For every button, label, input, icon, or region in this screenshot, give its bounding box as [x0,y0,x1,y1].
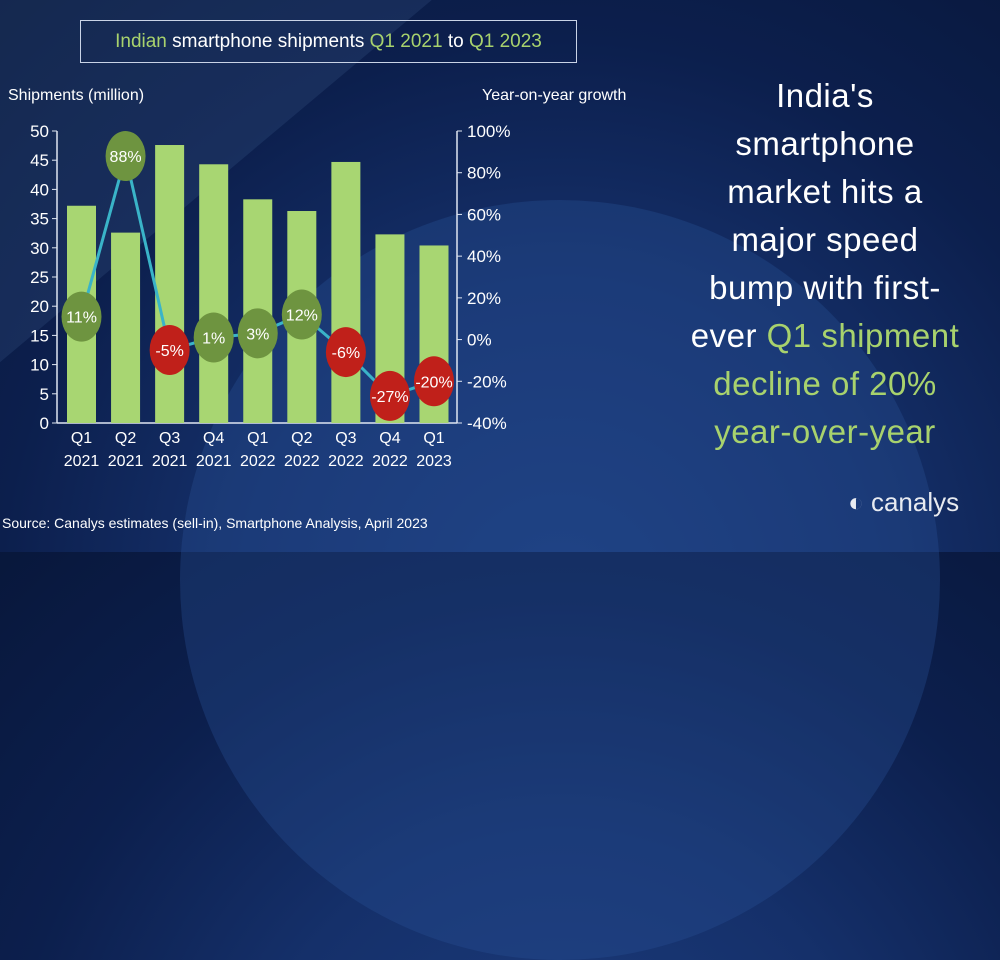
y-tick-label: 25 [30,268,49,287]
logo-icon: ◐ [848,487,864,517]
y-tick-label: 35 [30,210,49,229]
title-part: Indian [115,30,167,52]
x-tick-label: 2021 [152,453,188,470]
y-tick-label: 20 [30,297,49,316]
y2-tick-label: 0% [467,331,492,350]
growth-data-label: 1% [202,330,225,347]
x-tick-label: Q3 [159,430,180,447]
growth-marker [193,312,234,363]
headline-text: ever [690,317,767,354]
growth-data-label: -6% [332,345,360,362]
y-tick-label: 5 [40,385,49,404]
y-tick-label: 45 [30,151,49,170]
headline-highlight: Q1 shipment [766,317,960,354]
chart: 0 5 10 15 20 25 30 35 40 45 50 -40% -20% 0% 20% 40% 60% 8… [30,122,510,470]
title-part: to [442,30,469,52]
growth-data-label: 11% [66,310,97,327]
headline-line: bump with first- [709,269,941,306]
bar [155,145,185,424]
growth-marker [149,325,190,375]
growth-marker [237,308,278,359]
y-tick-label: 40 [30,180,49,199]
bar [199,164,229,423]
x-tick-label: 2021 [64,453,100,470]
y2-tick-label: -20% [467,372,507,391]
x-tick-label: 2022 [240,453,276,470]
x-tick-label: 2022 [372,453,408,470]
y-tick-label: 10 [30,356,49,375]
y-tick-label: 0 [40,414,49,433]
x-tick-label: Q4 [379,430,400,447]
title-part: Q1 2021 [369,30,443,52]
x-tick-label: 2022 [284,453,320,470]
chart-title: Indian smartphone shipments Q1 2021 to Q… [80,20,577,63]
y2-tick-label: 80% [467,164,501,183]
headline-highlight: year-over-year [714,413,936,450]
x-tick-label: Q1 [71,430,92,447]
canalys-logo: ◐ canalys [848,487,959,518]
x-tick-label: Q1 [247,430,268,447]
headline-line: major speed [731,221,919,258]
y-tick-label: 15 [30,326,49,345]
x-tick-label: 2023 [416,453,452,470]
x-tick-label: Q3 [335,430,356,447]
growth-marker [325,327,366,378]
growth-data-label: 12% [286,308,318,325]
growth-marker [61,291,102,342]
growth-data-label: 3% [246,326,269,343]
headline-line: India's [776,77,874,114]
headline-highlight: decline of 20% [713,365,937,402]
y2-axis-label: Year-on-year growth [482,87,627,104]
growth-marker [281,289,322,340]
x-tick-label: Q1 [423,430,444,447]
bar [331,161,361,423]
growth-data-label: -27% [371,389,408,406]
y-axis-label: Shipments (million) [8,87,145,104]
y2-tick-label: 20% [467,289,501,308]
y2-tick-label: -40% [467,414,507,433]
growth-marker [105,131,146,182]
growth-data-label: -20% [415,374,452,391]
x-tick-label: 2022 [328,453,364,470]
x-tick-label: Q2 [291,430,312,447]
growth-marker [369,370,410,421]
source-note: Source: Canalys estimates (sell-in), Sma… [2,515,428,531]
title-part: smartphone shipments [166,30,370,52]
title-part: Q1 2023 [468,30,542,52]
growth-data-label: 88% [110,149,142,166]
y2-tick-label: 40% [467,247,501,266]
growth-data-label: -5% [155,343,183,360]
bar [111,232,141,423]
logo-text: canalys [870,487,960,517]
headline-line: market hits a [727,173,923,210]
growth-marker [414,356,454,407]
x-tick-label: 2021 [108,453,144,470]
y-tick-label: 30 [30,239,49,258]
y-tick-label: 50 [30,122,49,141]
headline-line: ever Q1 shipment [660,312,990,360]
headline-line: smartphone [735,125,915,162]
x-tick-label: Q2 [115,430,136,447]
x-tick-label: 2021 [196,453,232,470]
headline: India's smartphone market hits a major s… [660,72,990,456]
y2-tick-label: 60% [467,205,501,224]
x-tick-label: Q4 [203,430,224,447]
y2-tick-label: 100% [467,122,510,141]
